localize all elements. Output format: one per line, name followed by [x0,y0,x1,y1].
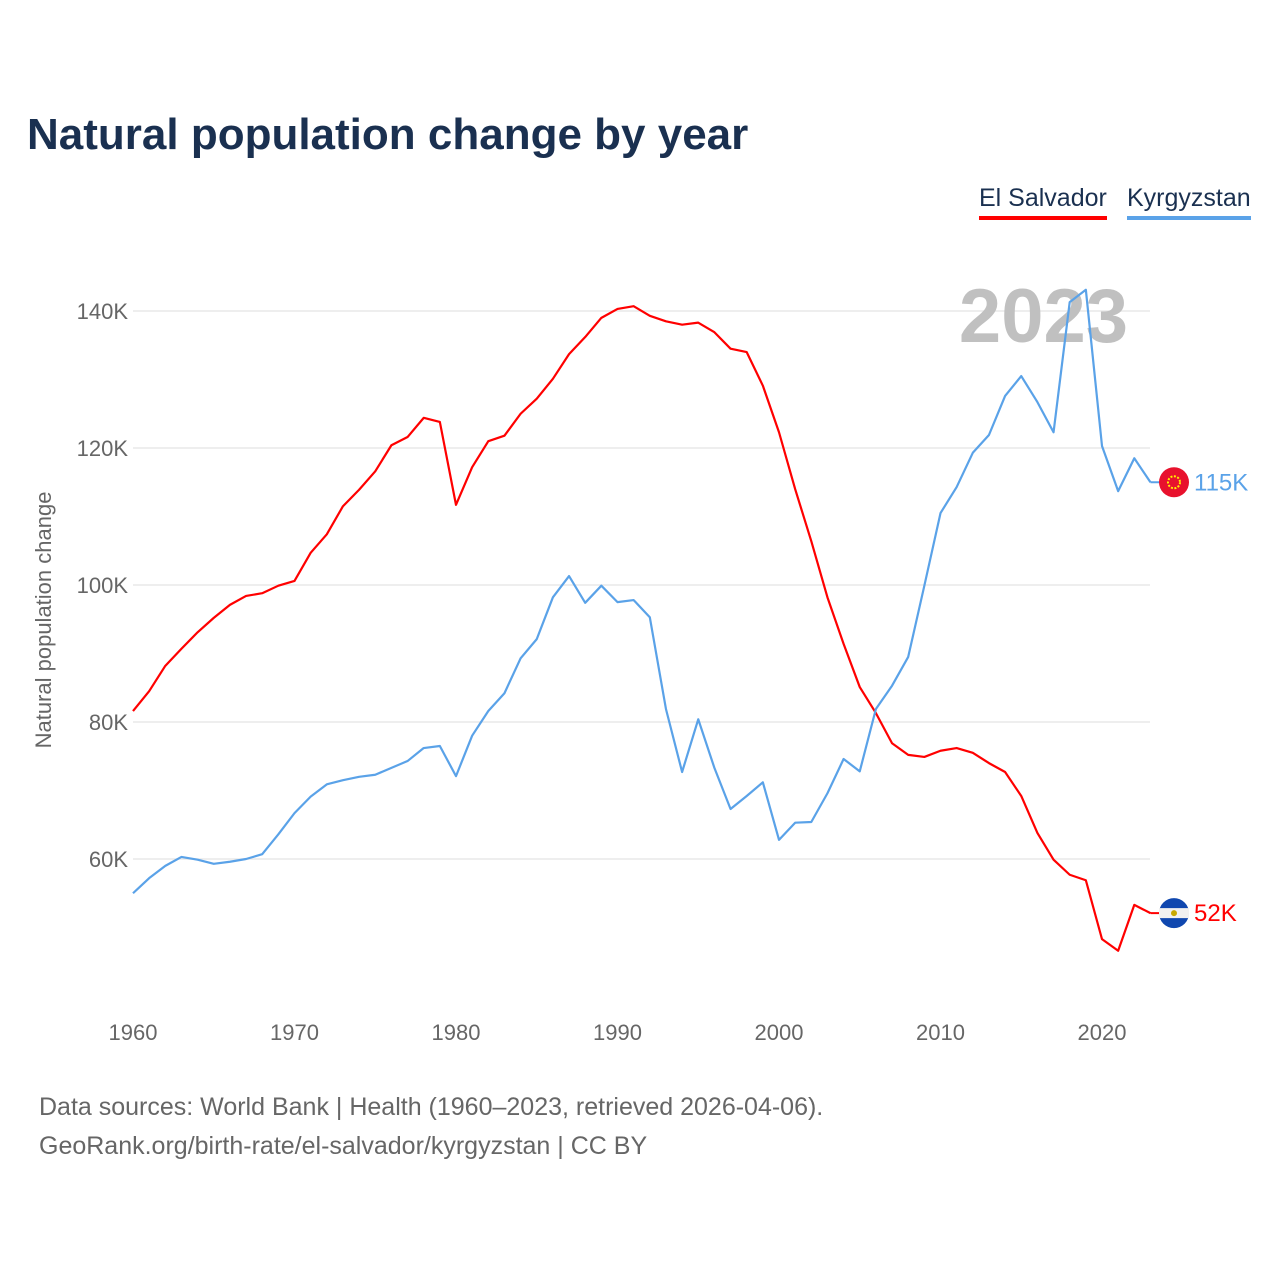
y-tick-label: 100K [77,573,129,598]
x-tick-label: 2020 [1078,1020,1127,1045]
series-line-kyrgyzstan [132,288,1152,895]
y-tick-label: 140K [77,299,129,324]
x-tick-label: 1990 [593,1020,642,1045]
source-line-1: Data sources: World Bank | Health (1960–… [39,1093,824,1121]
x-tick-label: 1980 [432,1020,481,1045]
source-line-2[interactable]: GeoRank.org/birth-rate/el-salvador/kyrgy… [39,1132,648,1160]
y-tick-label: 120K [77,436,129,461]
year-watermark: 2023 [959,274,1128,359]
y-tick-label: 60K [89,847,128,872]
source-note: Data sources: World Bank | Health (1960–… [39,1088,823,1166]
legend-kyrgyzstan[interactable]: Kyrgyzstan [1127,184,1251,220]
y-axis-label: Natural population change [31,492,56,749]
el-salvador-flag-emblem [1171,910,1177,917]
y-tick-label: 80K [89,710,128,735]
x-tick-label: 2010 [916,1020,965,1045]
end-value-label: 52K [1194,900,1237,927]
legend-el-salvador[interactable]: El Salvador [979,184,1107,220]
x-tick-label: 1960 [109,1020,158,1045]
x-tick-label: 1970 [270,1020,319,1045]
series-line-el-salvador [132,305,1151,952]
chart-title: Natural population change by year [27,110,749,159]
kyrgyzstan-flag-sun [1167,475,1181,490]
end-value-label: 115K [1194,469,1248,496]
kyrgyzstan-flag-icon [1159,467,1189,498]
x-tick-label: 2000 [755,1020,804,1045]
